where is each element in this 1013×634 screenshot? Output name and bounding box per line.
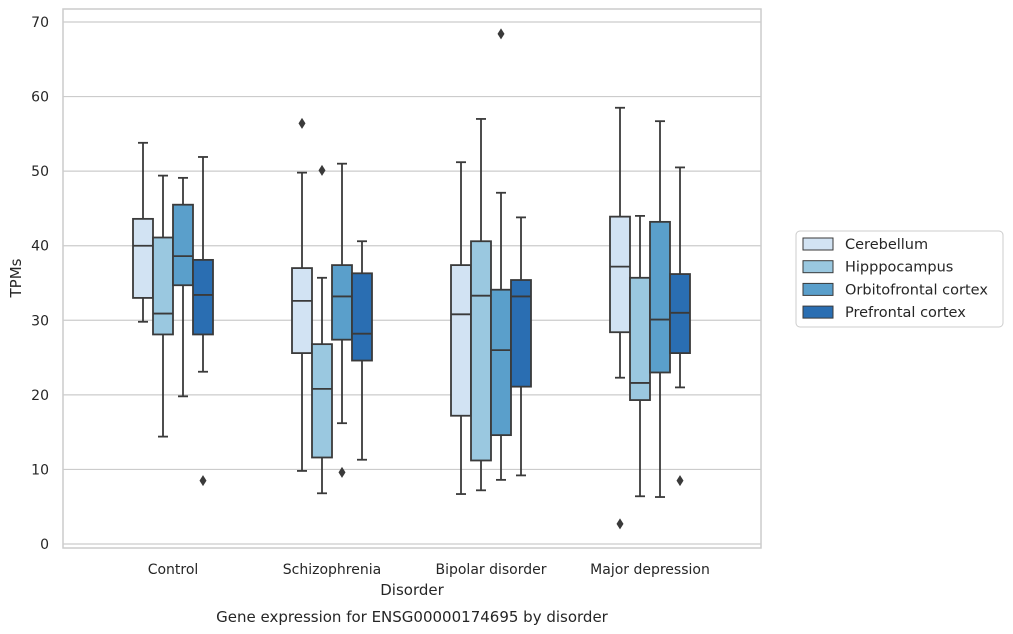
box-orbitofrontal-cortex: [331, 162, 353, 478]
box-hipppocampus: [470, 118, 492, 492]
box-orbitofrontal-cortex: [490, 28, 512, 481]
box-groups: [132, 28, 691, 530]
box-iqr: [490, 288, 512, 437]
y-tick-label: 10: [31, 462, 49, 478]
chart-title: Gene expression for ENSG00000174695 by d…: [216, 608, 609, 626]
box-hipppocampus: [311, 164, 333, 495]
outlier-point: [497, 28, 505, 40]
outlier-point: [338, 466, 346, 478]
box-iqr: [132, 217, 154, 299]
box-prefrontal-cortex: [351, 240, 373, 461]
legend-swatch: [802, 282, 834, 296]
box-iqr: [172, 203, 194, 287]
x-tick-label: Schizophrenia: [283, 562, 381, 578]
x-tick-label: Bipolar disorder: [435, 562, 546, 578]
y-tick-label: 40: [31, 239, 49, 255]
y-axis-label: TPMs: [7, 258, 25, 298]
legend-label: Prefrontal cortex: [845, 305, 966, 321]
y-tick-label: 60: [31, 90, 49, 106]
box-prefrontal-cortex: [510, 216, 532, 477]
box-cerebellum: [291, 117, 313, 472]
box-iqr: [152, 236, 174, 336]
legend-swatch: [802, 305, 834, 319]
legend-label: Orbitofrontal cortex: [845, 282, 988, 298]
x-axis-ticks: Control Schizophrenia Bipolar disorder Majo…: [148, 562, 710, 578]
plot-frame: [62, 8, 762, 549]
box-iqr: [609, 215, 631, 334]
outlier-point: [199, 475, 207, 487]
box-iqr: [291, 267, 313, 354]
box-orbitofrontal-cortex: [649, 120, 671, 498]
box-iqr: [311, 343, 333, 459]
y-axis-ticks: 0 10 20 30 40 50 60 70: [31, 15, 49, 553]
box-prefrontal-cortex: [192, 156, 214, 487]
box-hipppocampus: [629, 214, 651, 498]
y-tick-label: 70: [31, 15, 49, 31]
box-iqr: [351, 272, 373, 362]
box-prefrontal-cortex: [669, 166, 691, 487]
box-hipppocampus: [152, 174, 174, 438]
legend: Cerebellum Hipppocampus Orbitofrontal cort…: [795, 230, 1004, 328]
legend-swatch: [802, 260, 834, 274]
outlier-point: [616, 518, 624, 530]
y-tick-label: 0: [40, 537, 49, 553]
box-iqr: [510, 279, 532, 388]
box-iqr: [649, 220, 671, 374]
box-cerebellum: [609, 106, 631, 530]
legend-label: Hipppocampus: [845, 260, 953, 276]
legend-swatch: [802, 237, 834, 251]
y-tick-label: 50: [31, 164, 49, 180]
outlier-point: [676, 475, 684, 487]
outlier-point: [298, 117, 306, 129]
box-iqr: [450, 264, 472, 417]
box-cerebellum: [450, 161, 472, 495]
box-orbitofrontal-cortex: [172, 176, 194, 398]
legend-frame: [795, 230, 1004, 328]
legend-label: Cerebellum: [845, 237, 928, 253]
y-tick-label: 20: [31, 388, 49, 404]
x-axis-label: Disorder: [380, 581, 444, 599]
x-tick-label: Control: [148, 562, 199, 578]
y-tick-label: 30: [31, 313, 49, 329]
box-iqr: [192, 258, 214, 336]
x-tick-label: Major depression: [590, 562, 710, 578]
box-cerebellum: [132, 141, 154, 323]
outlier-point: [318, 164, 326, 176]
box-iqr: [629, 276, 651, 401]
box-iqr: [470, 240, 492, 462]
box-iqr: [331, 264, 353, 341]
